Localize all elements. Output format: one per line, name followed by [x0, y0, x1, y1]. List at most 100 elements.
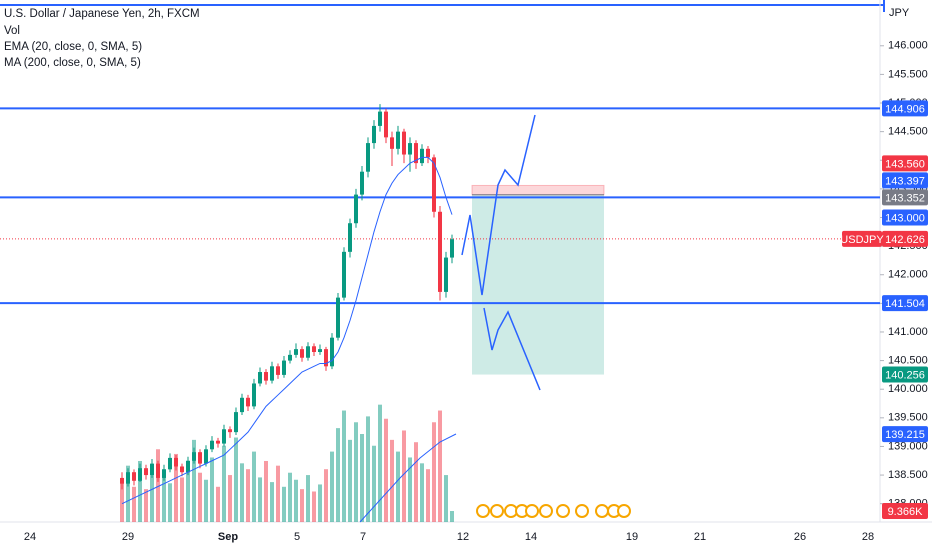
candle-body — [348, 223, 352, 252]
candle-body — [198, 452, 202, 464]
symbol-label-box — [842, 230, 882, 247]
price-label: 142.626 — [885, 234, 925, 246]
volume-label: 9.366K — [888, 506, 924, 518]
candle-body — [444, 257, 448, 292]
candle-body — [396, 131, 400, 149]
volume-label-box — [882, 503, 928, 519]
price-label: 143.000 — [885, 212, 925, 224]
y-tick-label: 140.000 — [888, 383, 928, 395]
y-tick-label: 140.500 — [888, 354, 928, 366]
volume-bar — [324, 469, 328, 522]
candle-body — [330, 337, 334, 367]
volume-bar — [294, 479, 298, 522]
candle-body — [402, 131, 406, 155]
candle-body — [156, 463, 160, 478]
candle-body — [312, 346, 316, 353]
y-tick-label: 144.500 — [888, 126, 928, 138]
candle-body — [240, 397, 244, 413]
x-tick-label: 12 — [457, 531, 469, 543]
candle-body — [438, 211, 442, 292]
candle-body — [252, 383, 256, 407]
candle-body — [168, 457, 172, 470]
price-label-box — [882, 189, 928, 206]
projection-path — [483, 307, 541, 391]
volume-bar — [438, 410, 442, 522]
volume-bar — [132, 486, 136, 522]
volume-bar — [444, 475, 448, 522]
candle-body — [450, 239, 454, 258]
candle-body — [336, 297, 340, 338]
volume-bar — [336, 428, 340, 522]
indicator-label: Vol — [4, 25, 20, 37]
candle-body — [420, 148, 424, 164]
price-label: 143.352 — [885, 192, 925, 204]
volume-bar — [210, 457, 214, 522]
candle-body — [300, 349, 304, 358]
volume-bar — [288, 472, 292, 522]
volume-bar — [372, 445, 376, 522]
volume-bar — [264, 460, 268, 522]
candle-body — [138, 468, 142, 481]
candle-body — [174, 457, 178, 467]
x-tick-label: Sep — [218, 531, 238, 543]
price-label: 143.397 — [885, 175, 925, 187]
event-icon — [595, 504, 609, 518]
y-tick-label: 138.500 — [888, 469, 928, 481]
x-tick-label: 19 — [626, 531, 638, 543]
price-label: 143.560 — [885, 158, 925, 170]
price-label: 141.504 — [885, 298, 925, 310]
candle-body — [264, 372, 268, 381]
volume-bar — [408, 457, 412, 522]
candle-body — [234, 412, 238, 433]
candle-body — [282, 360, 286, 375]
candle-body — [414, 143, 418, 164]
candle-body — [144, 468, 148, 476]
candle-body — [408, 143, 412, 155]
volume-bar — [228, 475, 232, 522]
event-icon — [476, 504, 490, 518]
volume-bar — [312, 491, 316, 522]
x-tick-label: 29 — [122, 531, 134, 543]
volume-bar — [174, 453, 178, 522]
y-tick-label: 145.500 — [888, 68, 928, 80]
volume-bar — [180, 477, 184, 522]
volume-bar — [246, 469, 250, 522]
volume-bar — [282, 486, 286, 522]
price-label-box — [882, 172, 928, 189]
volume-bar — [330, 451, 334, 522]
candle-body — [120, 477, 124, 484]
x-tick-label: 26 — [794, 531, 806, 543]
volume-ma — [359, 433, 457, 523]
candle-body — [390, 137, 394, 149]
candle-body — [360, 171, 364, 195]
event-icon — [490, 504, 504, 518]
price-label: 139.215 — [885, 429, 925, 441]
price-label-box — [882, 209, 928, 226]
event-icons — [476, 504, 631, 518]
candle-body — [432, 157, 436, 212]
price-label: 140.256 — [885, 369, 925, 381]
y-tick-label: 139.000 — [888, 440, 928, 452]
volume-bar — [426, 469, 430, 522]
ema-line — [121, 156, 453, 505]
candle-body — [222, 429, 226, 444]
event-icon — [525, 504, 539, 518]
volume-bar — [120, 480, 124, 522]
candle-body — [204, 449, 208, 464]
candle-body — [258, 372, 262, 384]
event-icon — [539, 504, 553, 518]
candle-body — [288, 354, 292, 361]
candle-body — [180, 466, 184, 473]
candle-body — [354, 194, 358, 224]
volume-bar — [354, 422, 358, 522]
candle-body — [162, 469, 166, 478]
candle-body — [426, 148, 430, 158]
volume-bar — [240, 463, 244, 522]
candle-body — [150, 463, 154, 476]
volume-bar — [270, 482, 274, 522]
price-label-box — [882, 230, 928, 247]
volume-bar — [348, 439, 352, 522]
y-tick-label: 141.000 — [888, 326, 928, 338]
